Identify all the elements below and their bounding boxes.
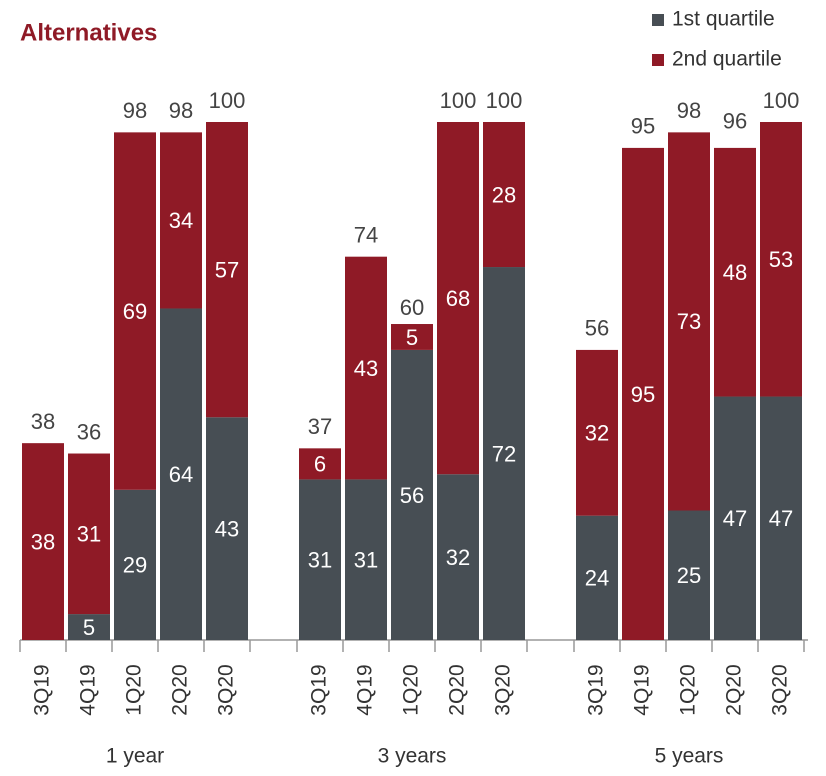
bar-segment (68, 453, 110, 615)
total-label: 98 (123, 98, 147, 123)
x-tick-label: 4Q19 (77, 664, 100, 715)
x-tick-label: 1Q20 (123, 664, 146, 715)
data-label: 38 (31, 529, 55, 554)
total-label: 56 (585, 316, 609, 341)
total-label: 37 (308, 414, 332, 439)
x-tick-label: 2Q20 (169, 664, 192, 715)
total-label: 60 (400, 295, 424, 320)
group-label: 3 years (378, 745, 447, 768)
data-label: 25 (677, 563, 701, 588)
legend-swatch (652, 54, 664, 66)
data-label: 5 (83, 615, 95, 640)
data-label: 68 (446, 286, 470, 311)
data-label: 64 (169, 462, 193, 487)
group-label: 5 years (655, 745, 724, 768)
data-label: 5 (406, 325, 418, 350)
bar-segment (437, 474, 479, 640)
data-label: 72 (492, 441, 516, 466)
data-label: 28 (492, 182, 516, 207)
bar-segment (760, 396, 802, 640)
data-label: 56 (400, 483, 424, 508)
total-label: 38 (31, 409, 55, 434)
bar-segment (760, 122, 802, 397)
bar-segment (576, 349, 618, 516)
data-label: 53 (769, 247, 793, 272)
bar-segment (114, 132, 156, 490)
data-label: 29 (123, 553, 147, 578)
bar-segment (22, 443, 64, 640)
data-label: 57 (215, 257, 239, 282)
x-tick-label: 3Q20 (769, 664, 792, 715)
bar-segment (345, 479, 387, 640)
data-label: 69 (123, 299, 147, 324)
x-tick-label: 3Q20 (492, 664, 515, 715)
group-label: 1 year (106, 745, 164, 768)
legend-label: 2nd quartile (672, 48, 782, 71)
data-label: 24 (585, 566, 609, 591)
x-tick-label: 4Q19 (631, 664, 654, 715)
x-tick-label: 3Q19 (308, 664, 331, 715)
data-label: 32 (585, 421, 609, 446)
bar-segment (206, 122, 248, 418)
x-tick-label: 1Q20 (677, 664, 700, 715)
bar-segment (714, 396, 756, 640)
data-label: 47 (723, 506, 747, 531)
data-label: 48 (723, 260, 747, 285)
bar-segment (437, 122, 479, 475)
data-label: 73 (677, 309, 701, 334)
total-label: 100 (440, 88, 477, 113)
total-label: 98 (169, 98, 193, 123)
chart-title: Alternatives (20, 19, 157, 46)
x-tick-label: 2Q20 (723, 664, 746, 715)
data-label: 6 (314, 452, 326, 477)
data-label: 95 (631, 382, 655, 407)
x-tick-label: 3Q20 (215, 664, 238, 715)
data-label: 31 (354, 548, 378, 573)
bar-segment (668, 510, 710, 640)
total-label: 74 (354, 222, 378, 247)
total-label: 98 (677, 98, 701, 123)
bar-segment (714, 147, 756, 397)
x-tick-label: 1Q20 (400, 664, 423, 715)
total-label: 100 (486, 88, 523, 113)
total-label: 36 (77, 419, 101, 444)
data-label: 32 (446, 545, 470, 570)
data-label: 43 (215, 516, 239, 541)
x-tick-label: 3Q19 (31, 664, 54, 715)
data-label: 31 (77, 522, 101, 547)
total-label: 100 (209, 88, 246, 113)
bar-segment (483, 267, 525, 640)
bar-segment (68, 614, 110, 640)
x-tick-label: 2Q20 (446, 664, 469, 715)
x-tick-label: 4Q19 (354, 664, 377, 715)
data-label: 43 (354, 356, 378, 381)
total-label: 100 (763, 88, 800, 113)
total-label: 95 (631, 114, 655, 139)
bar-segment (299, 479, 341, 640)
data-label: 47 (769, 506, 793, 531)
bar-segment (668, 132, 710, 511)
bar-segment (160, 308, 202, 640)
bar-segment (576, 515, 618, 640)
bar-segment (391, 349, 433, 640)
bar-segment (114, 489, 156, 640)
total-label: 96 (723, 109, 747, 134)
bar-segment (299, 448, 341, 480)
x-tick-label: 3Q19 (585, 664, 608, 715)
legend-label: 1st quartile (672, 8, 775, 31)
bar-segment (391, 324, 433, 350)
legend-swatch (652, 14, 664, 26)
bar-segment (345, 256, 387, 480)
data-label: 34 (169, 208, 193, 233)
bar-segment (206, 417, 248, 640)
bar-segment (160, 132, 202, 309)
bar-segment (622, 147, 664, 640)
bar-segment (483, 122, 525, 268)
data-label: 31 (308, 548, 332, 573)
